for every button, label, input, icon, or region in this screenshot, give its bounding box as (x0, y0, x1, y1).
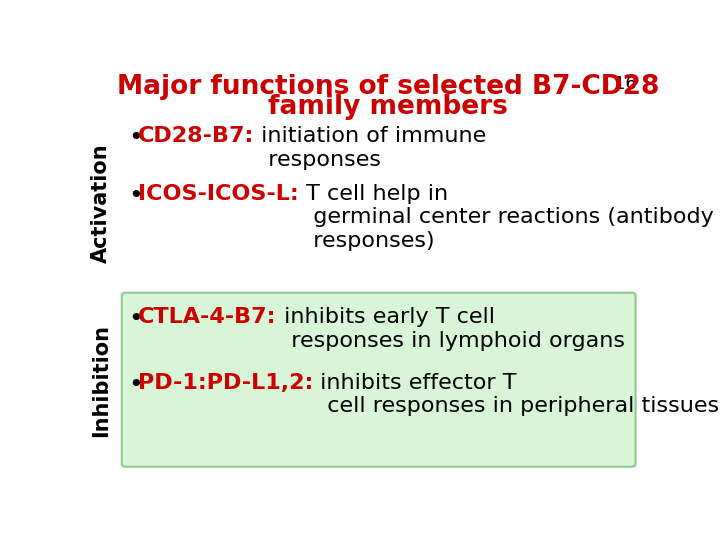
Text: Major functions of selected B7-CD28: Major functions of selected B7-CD28 (117, 74, 660, 100)
Text: inhibits effector T
  cell responses in peripheral tissues: inhibits effector T cell responses in pe… (313, 373, 719, 416)
Text: Activation: Activation (91, 144, 111, 263)
Text: family members: family members (269, 94, 508, 120)
Text: •: • (129, 307, 143, 332)
Text: •: • (129, 184, 143, 208)
Text: ICOS-ICOS-L:: ICOS-ICOS-L: (138, 184, 299, 204)
Text: 16: 16 (614, 75, 637, 93)
Text: PD-1:PD-L1,2:: PD-1:PD-L1,2: (138, 373, 313, 393)
Text: T cell help in
  germinal center reactions (antibody
  responses): T cell help in germinal center reactions… (299, 184, 714, 251)
Text: initiation of immune
  responses: initiation of immune responses (254, 126, 487, 170)
Text: Inhibition: Inhibition (91, 324, 111, 437)
Text: CTLA-4-B7:: CTLA-4-B7: (138, 307, 276, 327)
Text: inhibits early T cell
  responses in lymphoid organs: inhibits early T cell responses in lymph… (276, 307, 624, 350)
Text: •: • (129, 373, 143, 397)
Text: CD28-B7:: CD28-B7: (138, 126, 254, 146)
Text: •: • (129, 126, 143, 151)
FancyBboxPatch shape (122, 293, 636, 467)
